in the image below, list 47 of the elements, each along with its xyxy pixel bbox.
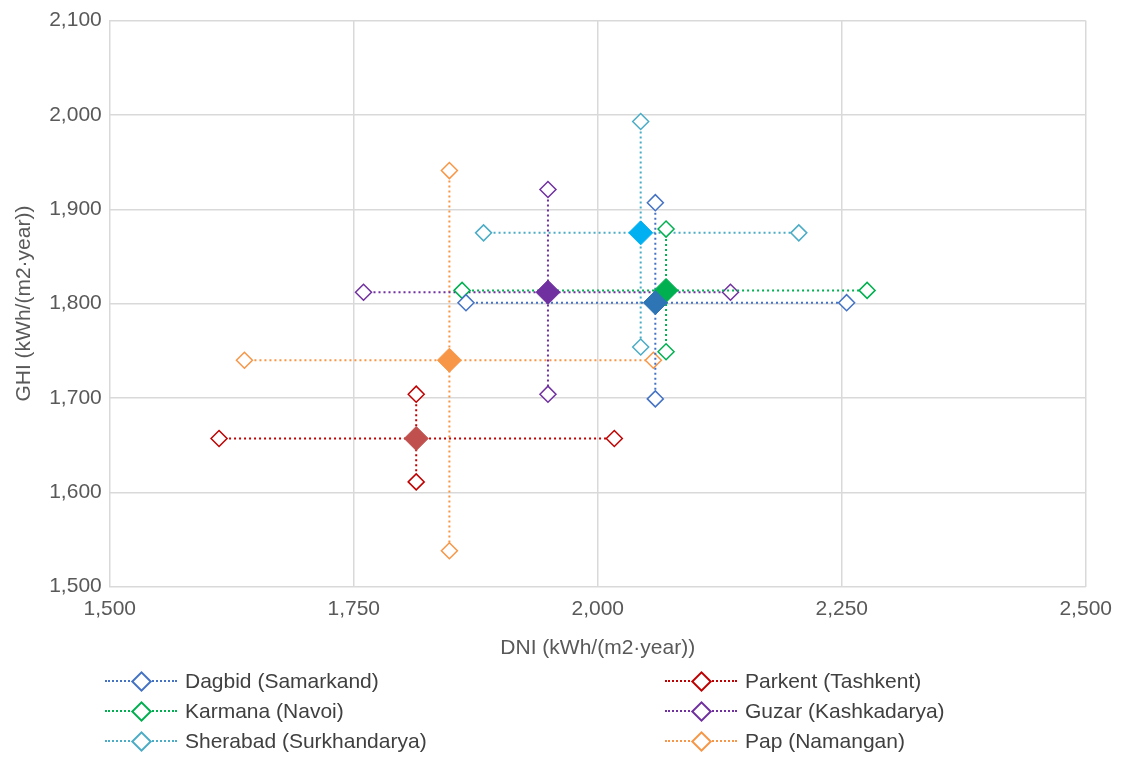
point [790,224,808,242]
legend-label: Guzar (Kashkadarya) [745,698,945,723]
legend-label: Pap (Namangan) [745,728,905,753]
point [631,112,650,131]
point [407,473,425,491]
y-axis-title: GHI (kWh/(m2·year)) [11,205,35,402]
point [235,351,254,369]
point [354,283,373,302]
x-tick-label: 2,000 [571,596,625,619]
y-tick-label: 1,500 [49,573,102,597]
point [646,390,665,408]
y-tick-label: 2,000 [49,101,102,125]
point [644,351,663,369]
point [453,281,471,300]
x-tick-label: 2,250 [815,596,869,619]
point [721,283,740,302]
x-tick-label: 2,500 [1059,596,1113,619]
legend-label: Karmana (Navoi) [185,698,344,723]
point [440,542,459,560]
x-axis-title: DNI (kWh/(m2·year)) [500,635,696,659]
legend-label: Sherabad (Surkhandarya) [185,728,427,753]
point [539,385,557,403]
point [631,338,650,356]
y-tick-label: 2,100 [49,7,102,31]
y-tick-label: 1,900 [49,196,102,220]
point [628,220,654,246]
point [657,342,675,361]
point [440,161,459,180]
point [407,385,425,403]
y-tick-label: 1,600 [49,479,102,503]
point [457,293,475,312]
x-tick-label: 1,750 [327,596,381,619]
point [605,429,624,448]
point [210,429,228,448]
point [403,426,429,451]
y-tick-label: 1,700 [49,384,102,408]
point [837,293,856,312]
x-tick-label: 1,500 [83,596,137,619]
legend-label: Dagbid (Samarkand) [185,668,379,693]
point [646,193,665,212]
point [642,290,668,316]
y-tick-label: 1,800 [49,290,102,314]
point [657,220,675,238]
legend-label: Parkent (Tashkent) [745,668,922,693]
point [474,224,493,242]
point [539,180,557,199]
point [858,281,876,300]
